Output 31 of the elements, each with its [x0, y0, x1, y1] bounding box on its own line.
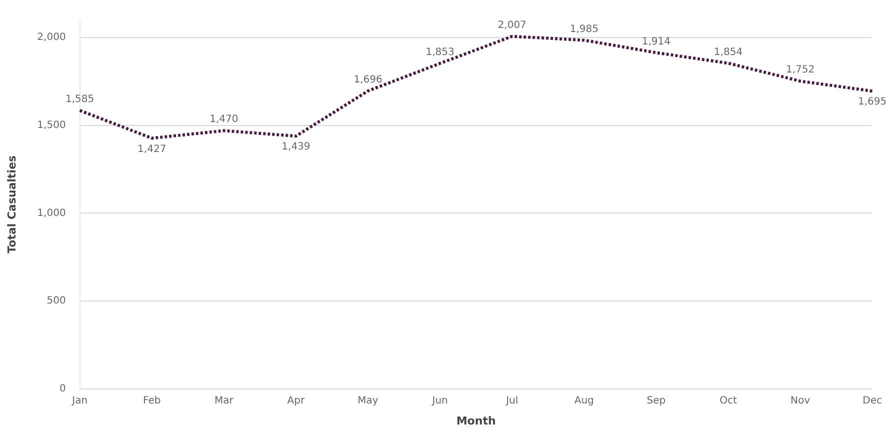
x-tick-label: Mar [214, 395, 234, 406]
x-tick-label: Oct [720, 395, 737, 406]
data-label: 1,853 [426, 46, 454, 58]
x-tick-label: Dec [862, 395, 882, 406]
data-label: 1,427 [138, 144, 166, 155]
y-axis-title: Total Casualties [5, 154, 18, 254]
x-tick-label: Aug [574, 395, 594, 406]
y-tick-label: 500 [46, 296, 66, 307]
y-tick-label: 0 [59, 383, 66, 394]
data-label: 1,470 [210, 114, 238, 126]
x-axis-title: Month [456, 414, 496, 428]
y-tick-label: 2,000 [37, 32, 66, 44]
data-label: 1,695 [858, 96, 887, 108]
x-tick-label: Jun [431, 395, 448, 406]
data-label: 1,752 [786, 64, 815, 76]
data-label: 1,854 [714, 46, 743, 58]
x-tick-label: May [358, 395, 378, 406]
data-label: 2,007 [498, 20, 526, 31]
y-tick-label: 1,500 [37, 120, 66, 131]
data-label: 1,585 [66, 94, 94, 106]
x-tick-label: Jul [505, 395, 518, 406]
x-tick-label: Nov [790, 395, 810, 406]
x-tick-label: Feb [143, 395, 161, 406]
data-label: 1,439 [282, 142, 310, 153]
data-label: 1,985 [570, 24, 598, 35]
data-label: 1,914 [642, 36, 671, 48]
y-tick-label: 1,000 [37, 208, 66, 219]
data-label: 1,696 [354, 74, 382, 86]
x-tick-label: Jan [71, 395, 88, 406]
x-tick-label: Apr [287, 395, 306, 406]
x-tick-label: Sep [646, 395, 666, 406]
